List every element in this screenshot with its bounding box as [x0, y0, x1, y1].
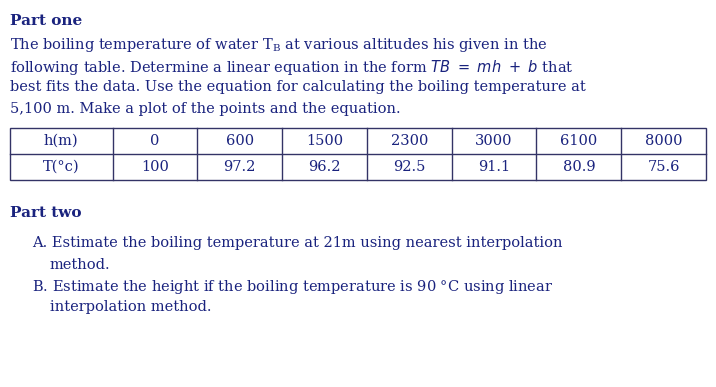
Text: 2300: 2300: [391, 134, 428, 148]
Text: A. Estimate the boiling temperature at 21m using nearest interpolation: A. Estimate the boiling temperature at 2…: [32, 236, 563, 250]
Text: 0: 0: [150, 134, 160, 148]
Text: The boiling temperature of water T$_\mathregular{B}$ at various altitudes his gi: The boiling temperature of water T$_\mat…: [10, 36, 548, 54]
Text: following table. Determine a linear equation in the form $\mathit{TB}\ =\ \mathi: following table. Determine a linear equa…: [10, 58, 574, 77]
Text: Part one: Part one: [10, 14, 82, 28]
Text: 75.6: 75.6: [647, 160, 680, 174]
Text: 1500: 1500: [306, 134, 343, 148]
Text: h(m): h(m): [44, 134, 79, 148]
Text: 91.1: 91.1: [478, 160, 510, 174]
Text: 3000: 3000: [475, 134, 513, 148]
Text: T(°c): T(°c): [43, 160, 79, 174]
Text: 100: 100: [141, 160, 169, 174]
Text: 96.2: 96.2: [309, 160, 341, 174]
Text: 6100: 6100: [560, 134, 597, 148]
Text: best fits the data. Use the equation for calculating the boiling temperature at: best fits the data. Use the equation for…: [10, 80, 586, 94]
Text: Part two: Part two: [10, 206, 82, 220]
Text: 97.2: 97.2: [223, 160, 256, 174]
Text: B. Estimate the height if the boiling temperature is 90 $\mathregular{°C}$ using: B. Estimate the height if the boiling te…: [32, 278, 553, 296]
Text: 600: 600: [226, 134, 254, 148]
Bar: [10, 128, 706, 180]
Text: method.: method.: [50, 258, 111, 272]
Text: 80.9: 80.9: [563, 160, 595, 174]
Text: interpolation method.: interpolation method.: [50, 300, 211, 314]
Text: 8000: 8000: [645, 134, 682, 148]
Text: 5,100 m. Make a plot of the points and the equation.: 5,100 m. Make a plot of the points and t…: [10, 102, 401, 116]
Text: 92.5: 92.5: [393, 160, 425, 174]
